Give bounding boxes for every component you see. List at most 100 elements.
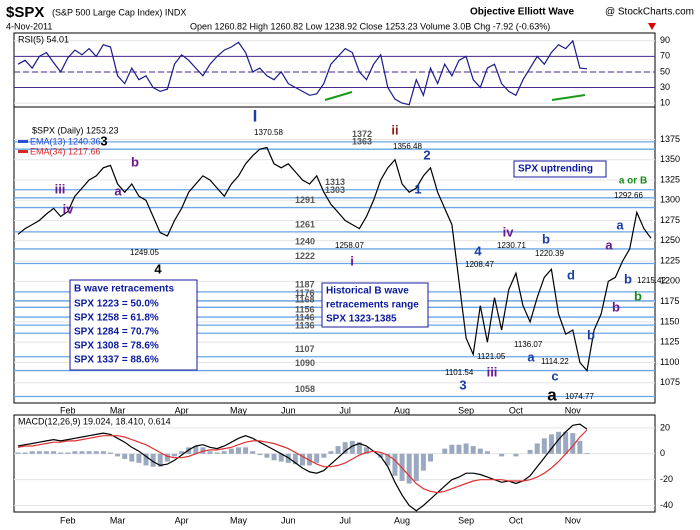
histogram-bar [179, 451, 185, 454]
price-label: 1356.48 [393, 142, 422, 151]
x-tick-label: Aug [394, 405, 410, 415]
level-label: 1240 [295, 236, 315, 246]
histogram-bar [356, 442, 362, 454]
box [513, 160, 607, 178]
histogram-bar [477, 448, 483, 454]
level-label: 1261 [295, 219, 315, 229]
histogram-bar [93, 451, 99, 454]
level-label: 1363 [352, 137, 372, 147]
wave-label: 2 [423, 147, 430, 162]
histogram-bar [79, 451, 85, 454]
histogram-bar [442, 448, 448, 454]
histogram-bar [100, 451, 106, 454]
wave-label: i [350, 253, 354, 268]
histogram-bar [463, 443, 469, 454]
histogram-bar [342, 442, 348, 454]
wave-label: a [605, 237, 613, 252]
x-tick-label: Apr [175, 405, 189, 415]
histogram-bar [51, 451, 57, 454]
box-text: SPX 1337 = 88.6% [74, 355, 159, 366]
line [17, 429, 588, 494]
trend-box: SPX uptrending [513, 160, 607, 178]
price-label: 1215.42 [637, 276, 666, 285]
histogram-bar [292, 453, 298, 465]
histogram-bar [22, 452, 28, 454]
down-arrow [648, 23, 656, 30]
histogram-bar [300, 453, 305, 466]
y-tick-label: 1075 [660, 377, 680, 387]
x-tick-label: Oct [509, 405, 524, 415]
histogram-bar [484, 451, 490, 454]
x-tick-label: Sep [458, 405, 474, 415]
box-text: retracements range [326, 300, 419, 311]
wave-label: iii [487, 364, 498, 379]
index-name: (S&P 500 Large Cap Index) INDX [52, 7, 186, 17]
level-label: 1136 [295, 321, 315, 331]
wave-label: 4 [474, 243, 482, 258]
wave-label: b [131, 154, 139, 169]
histogram-bar [456, 444, 462, 454]
histogram-bar [164, 453, 170, 462]
histogram-bar [136, 453, 142, 463]
y-tick-label: 1200 [660, 276, 680, 286]
x-tick-label: Nov [565, 405, 582, 415]
box-text: SPX 1323-1385 [326, 314, 397, 325]
histogram-bar [385, 453, 391, 466]
b-wave-box: B wave retracements SPX 1223 = 50.0% SPX… [69, 279, 198, 371]
level-label: 1372 [352, 129, 372, 139]
wave-label: a [114, 183, 122, 198]
histogram-bar [420, 453, 426, 471]
price-label: 1220.39 [535, 249, 564, 258]
histogram-bar [157, 453, 163, 467]
date: 4-Nov-2011 [6, 21, 52, 31]
histogram-bar [449, 444, 455, 454]
histogram-bar [115, 453, 121, 457]
y-tick-label: 1275 [660, 215, 680, 225]
histogram-bar [243, 447, 249, 454]
y-tick-label: 1125 [660, 337, 679, 347]
legend-entry: $SPX (Daily) 1253.23 [32, 125, 119, 135]
wave-label: a [547, 385, 557, 404]
histogram-bar [527, 449, 533, 454]
x-tick-label: Nov [565, 515, 582, 525]
x-tick-label: Jul [339, 405, 351, 415]
box-text: Historical B wave [326, 286, 409, 297]
wave-label: 3 [459, 377, 466, 392]
histogram-bar [556, 431, 562, 454]
histogram-bar [150, 453, 156, 467]
x-tick-label: Apr [175, 515, 189, 525]
histogram-bar [65, 452, 71, 454]
x-tick-label: Jul [339, 515, 351, 525]
histogram-bar [221, 451, 227, 454]
y-tick-label: 20 [660, 422, 670, 432]
panel [13, 32, 656, 108]
price-label: 1258.07 [335, 241, 364, 250]
author: Objective Elliott Wave [470, 7, 575, 18]
box [69, 279, 198, 371]
panel-title: MACD(12,26,9) 19.024, 18.410, 0.614 [18, 416, 171, 426]
price-label: 1249.05 [130, 248, 159, 257]
level-label: 1090 [295, 358, 315, 368]
histogram-bar [321, 453, 327, 458]
box-text: SPX 1284 = 70.7% [74, 327, 159, 338]
y-tick-label: 1350 [660, 154, 680, 164]
histogram-bar [129, 453, 135, 462]
histogram-bar [513, 453, 519, 457]
histogram-bar [577, 440, 583, 454]
level-label: 1058 [295, 384, 315, 394]
price-label: 1074.77 [565, 392, 594, 401]
site: @ StockCharts.com [605, 7, 694, 18]
histogram-bar [15, 452, 21, 454]
x-tick-label: Feb [60, 405, 76, 415]
wave-label: b [542, 231, 550, 246]
box-text: SPX uptrending [518, 164, 593, 175]
histogram-bar [364, 447, 369, 454]
wave-label: b [634, 288, 642, 303]
line [17, 146, 652, 372]
y-tick-label: 90 [660, 35, 670, 45]
x-tick-label: Aug [394, 515, 410, 525]
x-tick-label: Mar [110, 405, 126, 415]
y-tick-label: -40 [660, 500, 673, 510]
histogram-bar [58, 452, 64, 454]
